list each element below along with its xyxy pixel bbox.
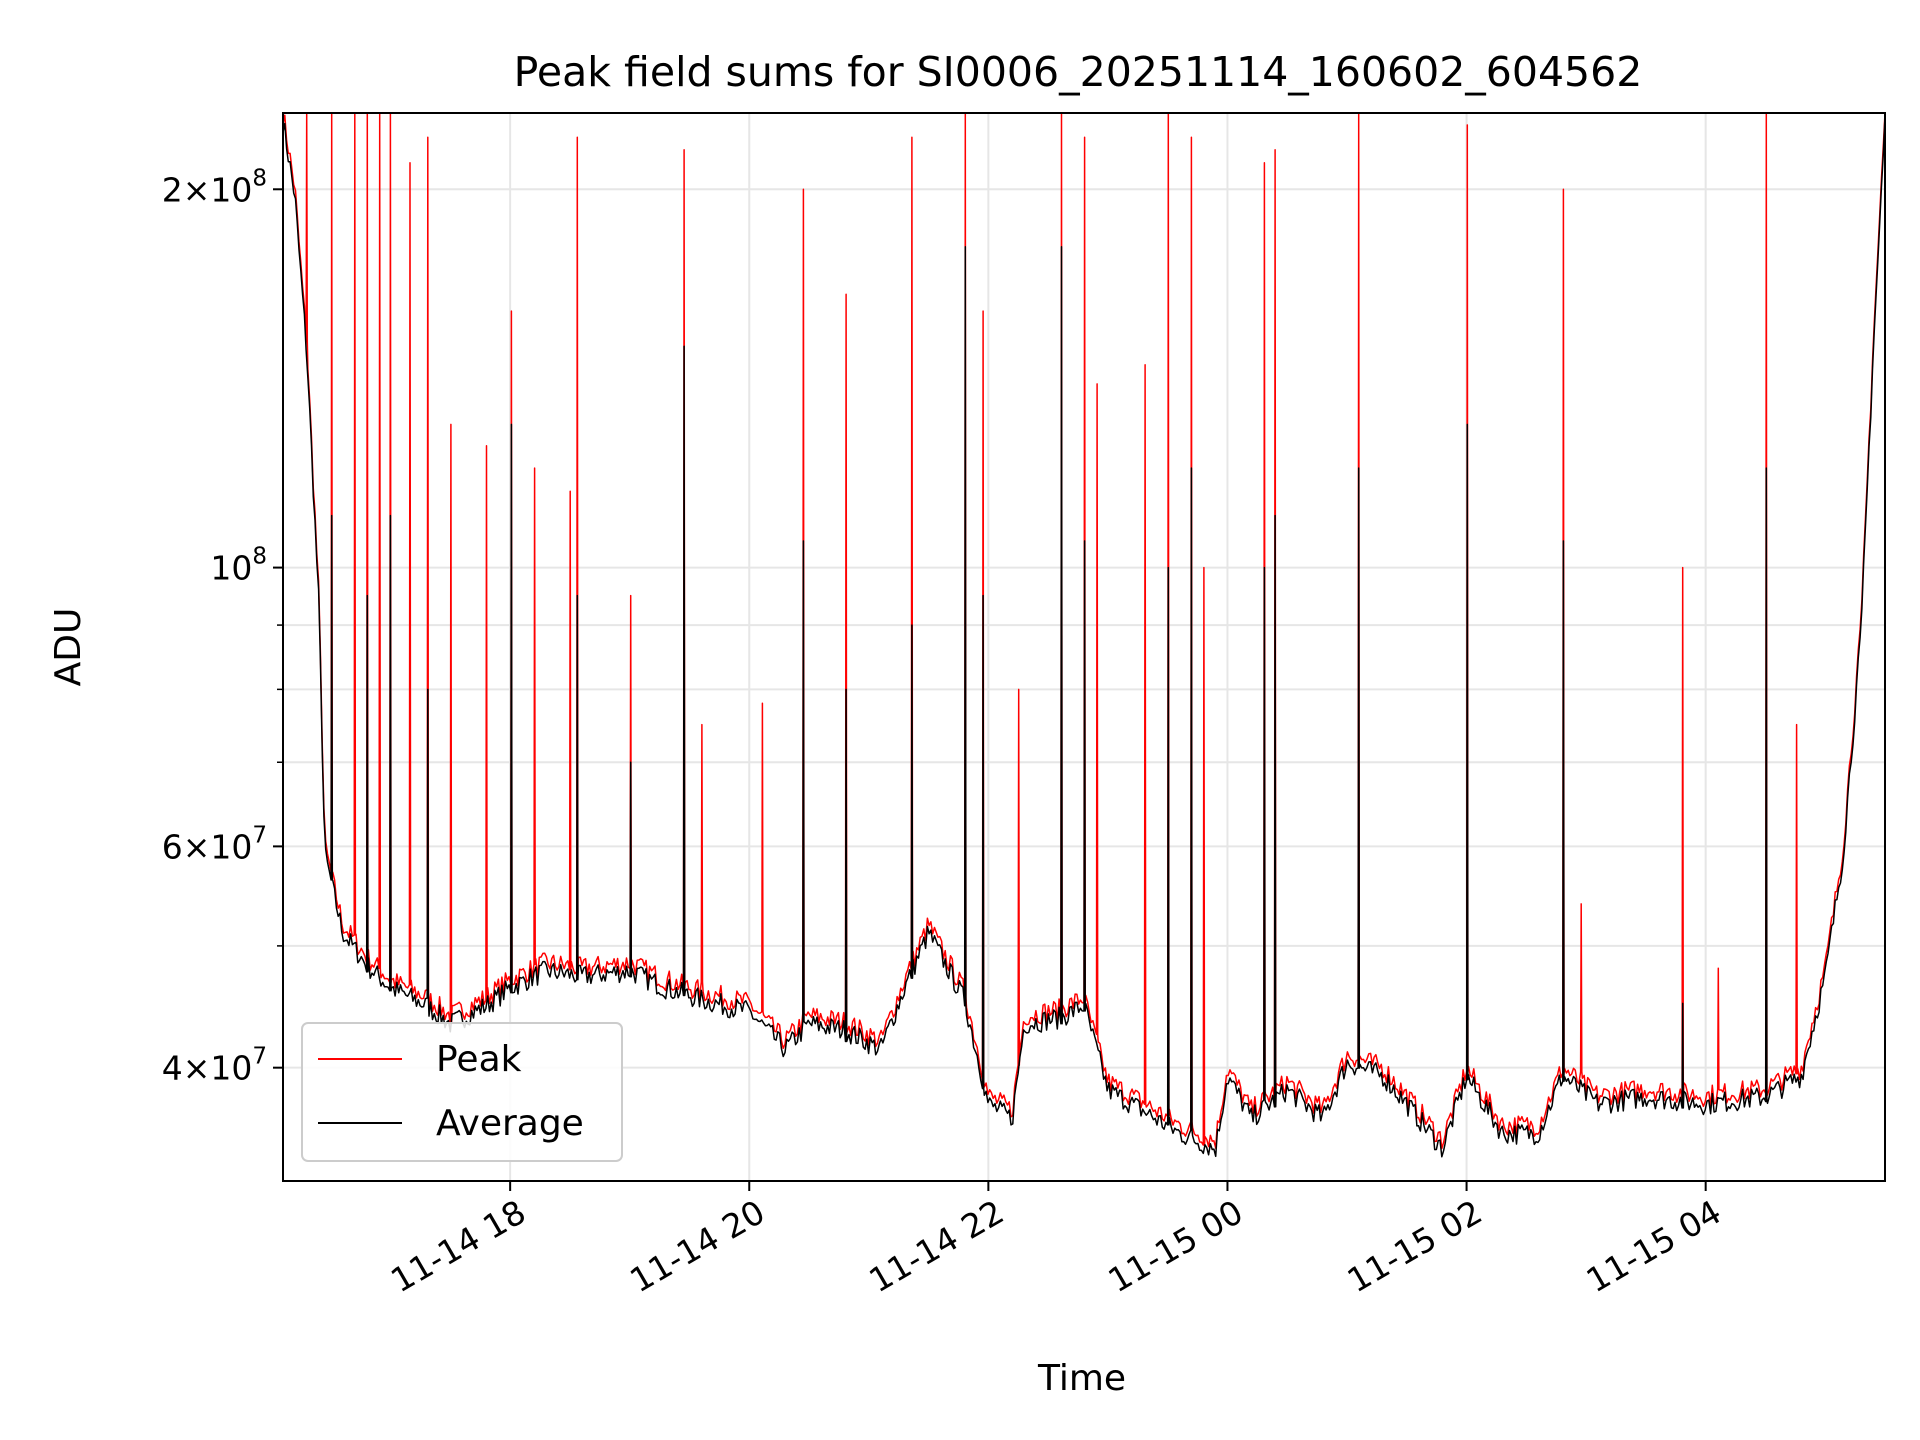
x-axis-label: Time [1037, 1358, 1126, 1399]
plot-area [283, 113, 1885, 1158]
y-axis-ticks: 4×107 6×107 108 2×108 [162, 165, 283, 1088]
chart-title: Peak field sums for SI0006_20251114_1606… [514, 48, 1643, 96]
axes-frame [282, 112, 1886, 1182]
peak-series-line [283, 113, 1885, 1150]
average-series-line [283, 116, 1885, 1158]
y-tick-label: 6×107 [162, 822, 267, 866]
legend-box [301, 1022, 623, 1162]
y-tick-label: 2×108 [162, 165, 267, 209]
y-tick-label: 4×107 [162, 1044, 267, 1088]
legend: Peak Average [301, 1022, 623, 1162]
y-axis-label: ADU [48, 608, 89, 687]
y-tick-label: 108 [210, 544, 267, 588]
legend-average-label: Average [436, 1103, 584, 1144]
series-layer [283, 113, 1885, 1158]
legend-peak-label: Peak [436, 1039, 522, 1080]
